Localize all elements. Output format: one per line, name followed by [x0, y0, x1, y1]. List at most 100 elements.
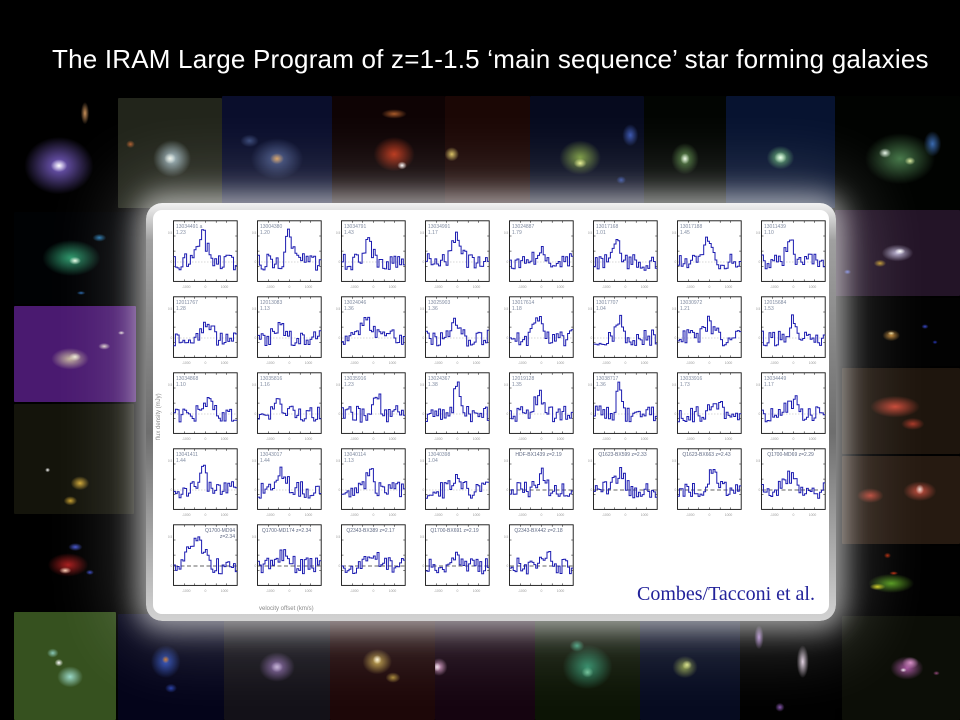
svg-text:0: 0 — [204, 437, 206, 441]
svg-text:0: 0 — [456, 513, 458, 517]
svg-text:-1000: -1000 — [266, 285, 275, 289]
svg-text:0: 0 — [423, 488, 425, 492]
svg-text:1000: 1000 — [221, 361, 229, 365]
svg-text:0: 0 — [708, 285, 710, 289]
svg-text:0.5: 0.5 — [504, 535, 509, 539]
svg-text:1000: 1000 — [305, 285, 313, 289]
galaxy-tile-green-double-core-spiral — [835, 96, 960, 210]
svg-text:0.5: 0.5 — [756, 307, 761, 311]
svg-text:0: 0 — [507, 412, 509, 416]
svg-text:1000: 1000 — [809, 361, 817, 365]
svg-text:0: 0 — [624, 285, 626, 289]
svg-text:0.5: 0.5 — [504, 383, 509, 387]
svg-text:0.5: 0.5 — [252, 307, 257, 311]
svg-text:1000: 1000 — [473, 589, 481, 593]
svg-text:0: 0 — [540, 285, 542, 289]
svg-text:0.5: 0.5 — [252, 459, 257, 463]
spectrum-plot: -1000 0 1000 0.5 0 13004380 1.20 — [251, 220, 322, 292]
svg-text:-1000: -1000 — [686, 285, 695, 289]
spectrum-plot: -1000 0 1000 0.5 0 13034791 1.43 — [335, 220, 406, 292]
galaxy-tile-green-clumpy-galaxy — [530, 96, 644, 208]
svg-text:0: 0 — [288, 589, 290, 593]
spectrum-plot: -1000 0 1000 0.5 0 13033916 1.73 — [671, 372, 742, 444]
svg-text:1000: 1000 — [473, 437, 481, 441]
svg-text:0: 0 — [507, 564, 509, 568]
svg-text:1000: 1000 — [305, 589, 313, 593]
svg-text:-1000: -1000 — [266, 437, 275, 441]
svg-text:0: 0 — [591, 260, 593, 264]
svg-text:0.5: 0.5 — [336, 231, 341, 235]
svg-text:1000: 1000 — [221, 437, 229, 441]
svg-text:0: 0 — [423, 412, 425, 416]
svg-text:0.5: 0.5 — [420, 307, 425, 311]
svg-text:0: 0 — [423, 564, 425, 568]
svg-text:0: 0 — [675, 260, 677, 264]
svg-text:0: 0 — [372, 361, 374, 365]
galaxy-tile-purple-field-clumps — [14, 306, 136, 402]
svg-text:-1000: -1000 — [350, 589, 359, 593]
svg-text:0: 0 — [288, 437, 290, 441]
spectrum-plot: -1000 0 1000 0.5 0 13011439 1.10 — [755, 220, 826, 292]
svg-text:0: 0 — [708, 361, 710, 365]
svg-text:0: 0 — [759, 412, 761, 416]
galaxy-tile-cyan-green-clumpy-galaxy — [14, 212, 136, 304]
svg-text:0.5: 0.5 — [588, 231, 593, 235]
svg-text:-1000: -1000 — [350, 285, 359, 289]
svg-text:0: 0 — [255, 412, 257, 416]
svg-text:1000: 1000 — [641, 361, 649, 365]
svg-text:0: 0 — [591, 412, 593, 416]
svg-text:1000: 1000 — [641, 285, 649, 289]
svg-text:1000: 1000 — [389, 513, 397, 517]
svg-text:0.5: 0.5 — [336, 535, 341, 539]
spectrum-plot: -1000 0 1000 0.5 0 13040114 1.13 — [335, 448, 406, 520]
svg-text:0.5: 0.5 — [756, 383, 761, 387]
svg-text:0: 0 — [507, 336, 509, 340]
spectrum-plot: -1000 0 1000 0.5 0 Q1700-MD69 z=2.29 — [755, 448, 826, 520]
svg-text:0.5: 0.5 — [420, 231, 425, 235]
svg-text:0: 0 — [288, 513, 290, 517]
svg-text:0: 0 — [423, 260, 425, 264]
svg-text:0: 0 — [171, 488, 173, 492]
svg-text:-1000: -1000 — [182, 589, 191, 593]
svg-text:0: 0 — [204, 285, 206, 289]
svg-text:0: 0 — [624, 437, 626, 441]
svg-text:0: 0 — [792, 285, 794, 289]
spectrum-plot: -1000 0 1000 0.5 0 13034491 a 1.23 — [167, 220, 238, 292]
svg-text:1000: 1000 — [389, 361, 397, 365]
svg-text:0: 0 — [255, 488, 257, 492]
svg-text:0: 0 — [540, 361, 542, 365]
svg-text:-1000: -1000 — [686, 437, 695, 441]
svg-text:0: 0 — [288, 285, 290, 289]
svg-text:0: 0 — [372, 437, 374, 441]
galaxy-tile-green-blob-on-blue — [726, 96, 835, 208]
svg-text:-1000: -1000 — [602, 437, 611, 441]
svg-text:1000: 1000 — [725, 285, 733, 289]
y-axis-label: flux density (mJy) — [156, 393, 162, 440]
svg-text:0: 0 — [591, 336, 593, 340]
spectrum-plot: -1000 0 1000 0.5 0 13025903 1.36 — [419, 296, 490, 368]
svg-text:-1000: -1000 — [434, 285, 443, 289]
svg-text:0.5: 0.5 — [336, 307, 341, 311]
svg-text:-1000: -1000 — [518, 513, 527, 517]
svg-text:0: 0 — [507, 260, 509, 264]
svg-text:0.5: 0.5 — [756, 459, 761, 463]
svg-text:-1000: -1000 — [182, 361, 191, 365]
svg-text:-1000: -1000 — [350, 513, 359, 517]
svg-text:0: 0 — [792, 513, 794, 517]
svg-text:-1000: -1000 — [434, 437, 443, 441]
svg-text:-1000: -1000 — [434, 513, 443, 517]
svg-text:0.5: 0.5 — [588, 459, 593, 463]
svg-text:1000: 1000 — [221, 285, 229, 289]
svg-text:1000: 1000 — [809, 513, 817, 517]
spectra-panel-inner: -1000 0 1000 0.5 0 13034491 a 1.23 -1000 0 100… — [153, 210, 829, 614]
spectrum-plot: -1000 0 1000 0.5 0 13038717 1.36 — [587, 372, 658, 444]
svg-text:1000: 1000 — [221, 513, 229, 517]
svg-text:0: 0 — [456, 589, 458, 593]
svg-text:0.5: 0.5 — [252, 535, 257, 539]
svg-text:-1000: -1000 — [770, 513, 779, 517]
svg-text:0: 0 — [372, 285, 374, 289]
spectrum-plot: -1000 0 1000 0.5 0 12015684 1.53 — [755, 296, 826, 368]
svg-text:0: 0 — [204, 361, 206, 365]
svg-text:0: 0 — [675, 336, 677, 340]
svg-text:1000: 1000 — [389, 285, 397, 289]
